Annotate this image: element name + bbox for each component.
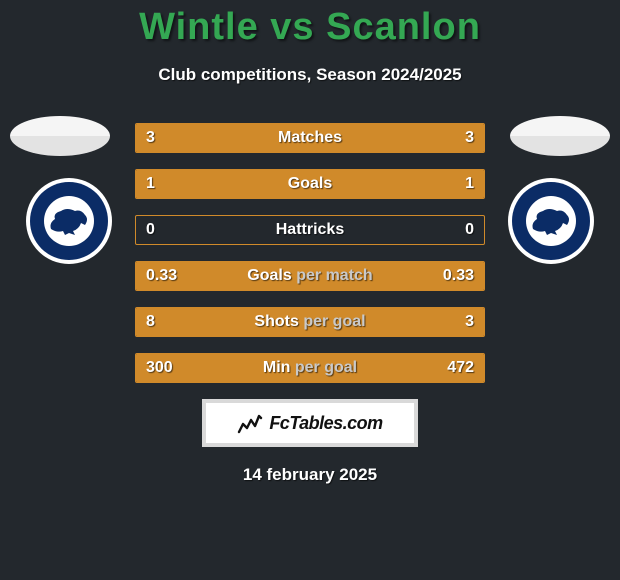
stat-row: 1 Goals 1 bbox=[135, 169, 485, 199]
stat-value-right: 0.33 bbox=[443, 262, 474, 290]
stat-value-right: 3 bbox=[465, 124, 474, 152]
comparison-date: 14 february 2025 bbox=[0, 465, 620, 485]
fctables-label: FcTables.com bbox=[269, 413, 382, 434]
subtitle: Club competitions, Season 2024/2025 bbox=[0, 65, 620, 85]
stat-row: 8 Shots per goal 3 bbox=[135, 307, 485, 337]
stat-row: 3 Matches 3 bbox=[135, 123, 485, 153]
stat-label: Matches bbox=[136, 124, 484, 152]
stat-value-right: 472 bbox=[447, 354, 474, 382]
club-badge-right bbox=[508, 178, 594, 264]
stat-label: Hattricks bbox=[136, 216, 484, 244]
page-title: Wintle vs Scanlon bbox=[0, 0, 620, 49]
stat-value-right: 1 bbox=[465, 170, 474, 198]
country-flag-right bbox=[510, 116, 610, 156]
fctables-attribution[interactable]: FcTables.com bbox=[202, 399, 418, 447]
stats-comparison: 3 Matches 3 1 Goals 1 0 Hattricks 0 0.33… bbox=[135, 123, 485, 383]
fctables-logo-icon bbox=[237, 412, 263, 434]
stat-row: 0 Hattricks 0 bbox=[135, 215, 485, 245]
stat-label: Goals bbox=[136, 170, 484, 198]
stat-label: Min per goal bbox=[136, 354, 484, 382]
club-badge-left bbox=[26, 178, 112, 264]
stat-label: Goals per match bbox=[136, 262, 484, 290]
country-flag-left bbox=[10, 116, 110, 156]
lion-icon bbox=[529, 205, 573, 237]
stat-row: 300 Min per goal 472 bbox=[135, 353, 485, 383]
stat-value-right: 0 bbox=[465, 216, 474, 244]
stat-label: Shots per goal bbox=[136, 308, 484, 336]
stat-row: 0.33 Goals per match 0.33 bbox=[135, 261, 485, 291]
lion-icon bbox=[47, 205, 91, 237]
stat-value-right: 3 bbox=[465, 308, 474, 336]
